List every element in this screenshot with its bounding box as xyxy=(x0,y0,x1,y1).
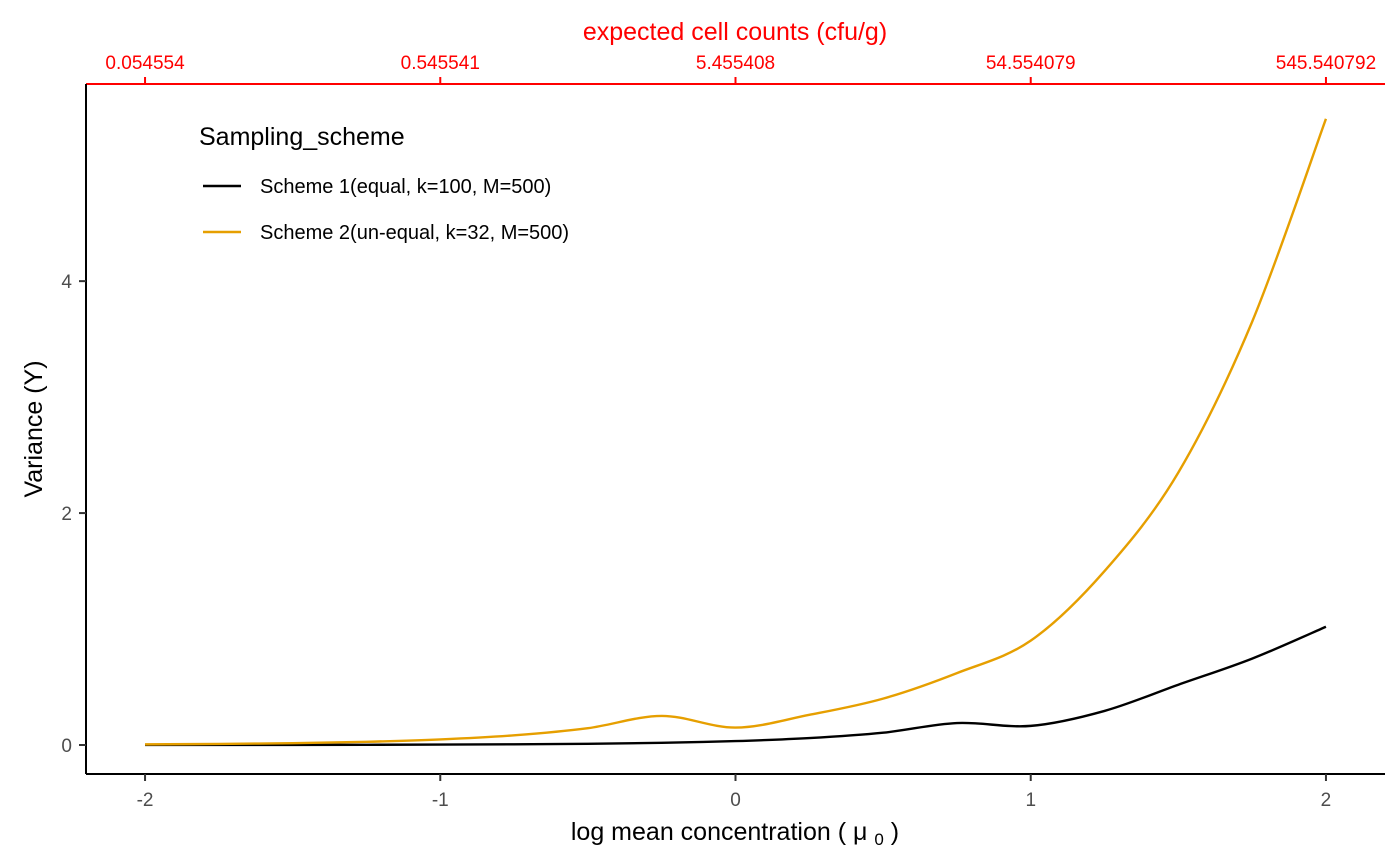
x-tick-label: -1 xyxy=(432,790,449,811)
x-axis: -2 -1 0 1 2 log mean concentration ( μ 0 ) xyxy=(86,773,1385,851)
y-axis: Variance (Y) 0 2 4 xyxy=(20,84,87,774)
x-tick-label: 2 xyxy=(1321,790,1332,811)
legend-items: Scheme 1(equal, k=100, M=500) Scheme 2(un… xyxy=(203,176,569,244)
x-axis-title: log mean concentration ( μ 0 ) xyxy=(571,818,899,851)
top-tick-label: 545.540792 xyxy=(1276,53,1376,74)
x-tick-label: -2 xyxy=(137,790,154,811)
top-axis-title: expected cell counts (cfu/g) xyxy=(583,18,887,46)
top-tick-label: 0.545541 xyxy=(401,53,480,74)
top-tick-label: 0.054554 xyxy=(105,53,185,74)
legend-label-1: Scheme 1(equal, k=100, M=500) xyxy=(260,176,551,198)
series-layer xyxy=(145,118,1328,747)
x-tick-label: 0 xyxy=(730,790,741,811)
y-tick-label: 0 xyxy=(61,736,72,757)
top-axis: expected cell counts (cfu/g) 0.054554 0.5… xyxy=(86,18,1385,85)
x-axis-ticks: -2 -1 0 1 2 xyxy=(137,774,1332,811)
x-axis-title-main: log mean concentration xyxy=(571,818,831,846)
x-axis-title-symbol: μ xyxy=(853,818,867,846)
x-axis-title-subscript: 0 xyxy=(874,830,883,849)
y-axis-ticks: 0 2 4 xyxy=(61,272,86,757)
x-tick-label: 1 xyxy=(1025,790,1036,811)
top-tick-label: 5.455408 xyxy=(696,53,775,74)
y-axis-title: Variance (Y) xyxy=(20,360,48,497)
y-tick-label: 2 xyxy=(61,504,72,525)
y-tick-label: 4 xyxy=(61,272,72,293)
x-axis-title-paren-close: ) xyxy=(891,818,899,846)
legend-label-2: Scheme 2(un-equal, k=32, M=500) xyxy=(260,222,569,244)
top-tick-label: 54.554079 xyxy=(986,53,1076,74)
legend-title: Sampling_scheme xyxy=(199,123,405,151)
top-axis-ticks: 0.054554 0.545541 5.455408 54.554079 545.540… xyxy=(105,53,1376,84)
series-line-1 xyxy=(145,625,1327,747)
legend: Sampling_scheme Scheme 1(equal, k=100, M… xyxy=(199,123,569,244)
series-line-2 xyxy=(145,118,1328,746)
x-axis-title-paren-open: ( xyxy=(838,818,853,846)
